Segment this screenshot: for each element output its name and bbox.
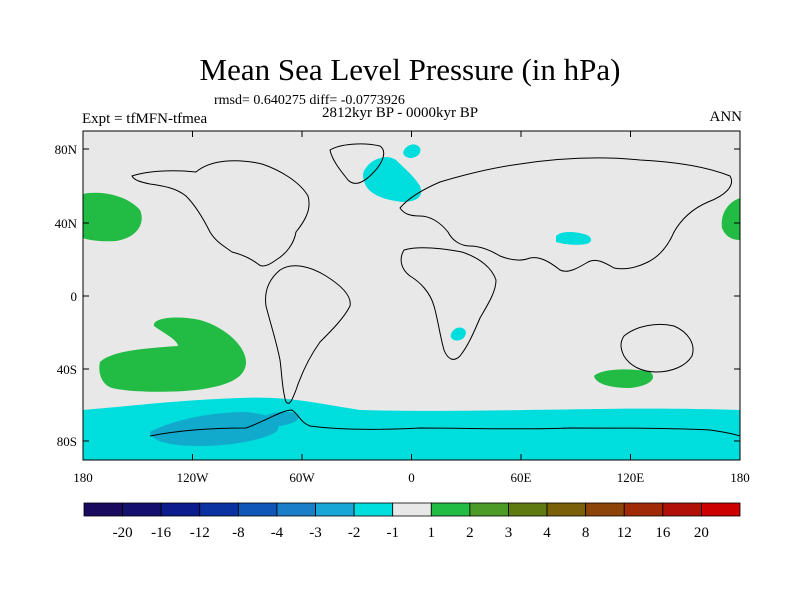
colorbar-label: 12 (617, 525, 632, 541)
colorbar-box (508, 502, 548, 517)
colorbar-box (83, 502, 123, 517)
lon-label: 60E (511, 470, 532, 485)
colorbar-box (546, 502, 587, 517)
colorbar-box (430, 502, 471, 517)
map-title: Mean Sea Level Pressure (in hPa) (199, 52, 621, 87)
colorbar-label: 1 (428, 525, 436, 541)
colorbar-box (623, 502, 664, 517)
lat-label: 40S (57, 362, 77, 377)
season-label: ANN (709, 109, 743, 125)
colorbar-label: 8 (582, 525, 590, 541)
colorbar-box (276, 502, 316, 517)
australia-coast (620, 323, 694, 373)
colorbar-label: 4 (543, 525, 551, 541)
amundsen-sea-low-east (262, 411, 299, 426)
lon-label: 60W (289, 470, 315, 485)
colorbar-box (353, 502, 394, 517)
experiment-label: Expt = tfMFN-tfmea (82, 111, 208, 127)
period-label: 2812kyr BP - 0000kyr BP (322, 105, 479, 121)
lat-label: 80N (55, 142, 78, 157)
europe-asia-coast (399, 157, 732, 272)
north-pacific-east (721, 198, 740, 240)
colorbar-label: 2 (466, 525, 474, 541)
colorbar-label: -1 (386, 525, 399, 541)
colorbar-box (469, 502, 509, 517)
colorbar-box (315, 502, 355, 517)
south-pacific-high (99, 317, 246, 392)
colorbar-label: -12 (190, 525, 210, 541)
stats-line: rmsd= 0.640275 diff= -0.0773926 (214, 93, 405, 108)
colorbar-box (199, 502, 239, 517)
southern-africa (450, 327, 466, 341)
lon-label: 180 (730, 470, 750, 485)
north-atlantic-low-north (403, 144, 421, 158)
colorbar-label: 20 (694, 525, 709, 541)
africa-coast (400, 247, 497, 360)
colorbar-label: -8 (232, 525, 245, 541)
south-america-coast (265, 265, 351, 404)
south-indian-ocean (594, 369, 654, 388)
colorbar-box (237, 502, 278, 517)
colorbar-box (392, 502, 432, 517)
colorbar-label: -2 (348, 525, 361, 541)
north-pacific-west (83, 192, 142, 242)
colorbar-label: -4 (271, 525, 284, 541)
lon-label: 120E (617, 470, 645, 485)
colorbar-label: -16 (151, 525, 171, 541)
antarctica-coast (149, 409, 740, 437)
colorbar-label: -3 (309, 525, 322, 541)
colorbar-box (160, 502, 201, 517)
colorbar-label: 16 (655, 525, 671, 541)
colorbar-box (701, 502, 741, 517)
colorbar-box (122, 502, 162, 517)
greenland-coast (329, 143, 385, 184)
north-america-coast (131, 160, 310, 267)
lat-label: 40N (55, 216, 78, 231)
colorbar-label: -20 (113, 525, 133, 541)
lat-label: 80S (57, 434, 77, 449)
coastlines (131, 143, 740, 437)
lon-label: 120W (177, 470, 210, 485)
colorbar-box (662, 502, 702, 517)
lon-label: 0 (408, 470, 415, 485)
lat-label: 0 (71, 289, 78, 304)
colorbar-box (585, 502, 625, 517)
colorbar-label: 3 (505, 525, 513, 541)
lon-label: 180 (73, 470, 93, 485)
tibetan-plateau (556, 232, 592, 245)
